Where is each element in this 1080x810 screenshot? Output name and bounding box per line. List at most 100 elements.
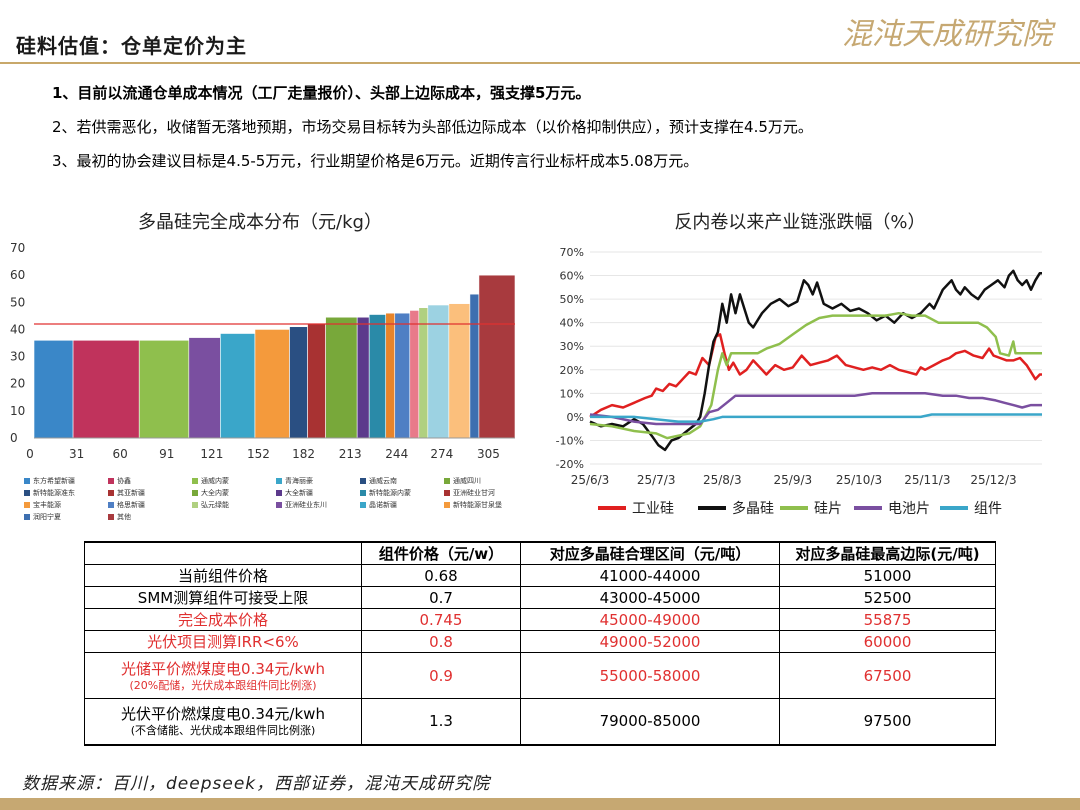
legend-label: 硅片 <box>814 501 842 517</box>
x-tick-label: 305 <box>477 447 500 461</box>
legend-label: 亚洲硅业东川 <box>285 501 327 509</box>
row-price: 0.8 <box>361 630 521 653</box>
x-tick-label: 244 <box>385 447 408 461</box>
legend-label: 新特能源甘泉堡 <box>453 501 502 509</box>
y-tick-label: 20% <box>560 364 584 377</box>
bar <box>33 339 74 439</box>
row-price: 0.7 <box>361 586 521 609</box>
y-tick-label: 50 <box>10 295 25 309</box>
legend-label: 其他 <box>117 513 131 521</box>
row-sublabel: (20%配储，光伏成本跟组件同比例涨) <box>129 678 317 692</box>
legend-label: 亚洲硅业甘河 <box>453 489 495 497</box>
legend-label: 通威四川 <box>453 477 481 485</box>
table-header-max: 对应多晶硅最高边际(元/吨) <box>779 541 996 565</box>
row-label-cell: 光储平价燃煤度电0.34元/kwh (20%配储，光伏成本跟组件同比例涨) <box>84 652 362 699</box>
y-tick-label: 40% <box>560 317 584 330</box>
table-row: 光伏项目测算IRR<6% 0.8 49000-52000 60000 <box>84 630 996 653</box>
bar <box>394 312 411 439</box>
x-tick-label: 0 <box>26 447 34 461</box>
row-price: 0.745 <box>361 608 521 631</box>
series-line <box>589 333 1042 418</box>
legend-label: 东方希望新疆 <box>33 477 75 485</box>
legend-swatch <box>24 502 30 508</box>
data-source: 数据来源：百川，deepseek，西部证券，混沌天成研究院 <box>22 774 491 794</box>
row-range: 49000-52000 <box>520 630 780 653</box>
header-divider <box>0 62 1080 64</box>
legend-label: 协鑫 <box>117 477 131 485</box>
legend-item: 新特能源甘泉堡 <box>444 500 502 510</box>
legend-item: 青海丽豪 <box>276 476 313 486</box>
bar <box>478 274 516 439</box>
bar-chart-title: 多晶硅完全成本分布（元/kg） <box>138 212 382 233</box>
row-max: 67500 <box>779 652 996 699</box>
row-price: 0.9 <box>361 652 521 699</box>
bar <box>138 339 190 439</box>
row-range: 45000-49000 <box>520 608 780 631</box>
legend-swatch <box>192 478 198 484</box>
legend-label: 弘元绿能 <box>201 501 229 509</box>
legend-label: 新特能源准东 <box>33 489 75 497</box>
y-tick-label: 40 <box>10 322 25 336</box>
line-chart-title: 反内卷以来产业链涨跌幅（%） <box>674 212 926 233</box>
y-tick-label: 30 <box>10 350 25 364</box>
row-range: 55000-58000 <box>520 652 780 699</box>
legend-swatch <box>108 490 114 496</box>
legend-label: 工业硅 <box>632 501 674 517</box>
legend-label: 晶诺新疆 <box>369 501 397 509</box>
row-max: 60000 <box>779 630 996 653</box>
row-price: 0.68 <box>361 564 521 587</box>
legend-swatch <box>276 490 282 496</box>
row-range: 79000-85000 <box>520 698 780 745</box>
y-tick-label: 20 <box>10 377 25 391</box>
table-header-price: 组件价格（元/w） <box>361 541 521 565</box>
row-range: 41000-44000 <box>520 564 780 587</box>
bar <box>368 314 387 439</box>
legend-label: 通威内蒙 <box>201 477 229 485</box>
row-sublabel: (不含储能、光伏成本跟组件同比例涨) <box>130 724 316 738</box>
legend-item: 其亚新疆 <box>108 488 145 498</box>
y-tick-label: -10% <box>556 434 584 447</box>
y-tick-label: 70% <box>560 246 584 259</box>
legend-swatch <box>444 478 450 484</box>
legend-item: 润阳宁夏 <box>24 512 61 522</box>
logo: 混沌天成研究院 <box>842 17 1056 52</box>
legend-label: 大全内蒙 <box>201 489 229 497</box>
x-tick-label: 31 <box>69 447 84 461</box>
bar-chart: 0 10 20 30 40 50 60 70 0 31 60 91 121 152 182 213 244 274… <box>10 241 516 461</box>
table-header-empty <box>84 541 362 565</box>
table-row: 完全成本价格 0.745 45000-49000 55875 <box>84 608 996 631</box>
legend-swatch <box>108 502 114 508</box>
legend-item: 组件 <box>940 498 1002 518</box>
y-tick-label: -20% <box>556 458 584 471</box>
bullet-1: 1、目前以流通仓单成本情况（工厂走量报价）、头部上边际成本，强支撑5万元。 <box>52 84 591 102</box>
x-tick-label: 60 <box>113 447 128 461</box>
legend-label: 宝丰能源 <box>33 501 61 509</box>
bar <box>385 312 396 439</box>
legend-label: 润阳宁夏 <box>33 513 61 521</box>
legend-item: 新特能源准东 <box>24 488 75 498</box>
x-tick-label: 91 <box>159 447 174 461</box>
legend-swatch <box>24 514 30 520</box>
x-tick-label: 25/6/3 <box>571 473 610 487</box>
page-title: 硅料估值：仓单定价为主 <box>16 34 247 58</box>
legend-swatch <box>780 506 808 510</box>
legend-item: 工业硅 <box>598 498 674 518</box>
row-label: SMM测算组件可接受上限 <box>84 586 362 609</box>
y-tick-label: 60% <box>560 270 584 283</box>
legend-item: 大全新疆 <box>276 488 313 498</box>
legend-label: 组件 <box>974 501 1002 517</box>
y-tick-label: 30% <box>560 340 584 353</box>
table-row: SMM测算组件可接受上限 0.7 43000-45000 52500 <box>84 586 996 609</box>
x-tick-label: 152 <box>247 447 270 461</box>
series-line <box>589 392 1042 426</box>
y-tick-label: 0 <box>10 431 18 445</box>
legend-swatch <box>698 506 726 510</box>
legend-item: 协鑫 <box>108 476 131 486</box>
legend-label: 新特能源内蒙 <box>369 489 411 497</box>
row-label: 光储平价燃煤度电0.34元/kwh <box>121 659 325 678</box>
line-chart: -20% -10% 0% 10% 20% 30% 40% 50% 60% 70% 25/6/3 25/… <box>556 246 1042 487</box>
bullet-3: 3、最初的协会建议目标是4.5-5万元，行业期望价格是6万元。近期传言行业标杆成… <box>52 152 699 170</box>
legend-item: 大全内蒙 <box>192 488 229 498</box>
y-tick-label: 10 <box>10 404 25 418</box>
legend-item: 东方希望新疆 <box>24 476 75 486</box>
